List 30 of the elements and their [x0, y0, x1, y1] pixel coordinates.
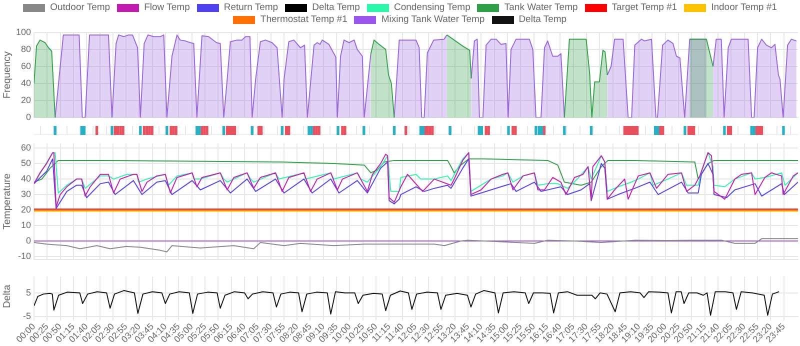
y-tick-label: -10 — [18, 250, 31, 261]
legend-label: Delta Temp — [312, 2, 360, 13]
y-tick-label: 80 — [20, 44, 31, 54]
y-tick-label: 40 — [20, 78, 31, 88]
legend-label: Outdoor Temp — [50, 2, 110, 13]
y-tick-label: -5 — [22, 310, 31, 321]
legend-label: Thermostat Temp #1 — [260, 14, 348, 25]
y-tick-label: 20 — [20, 204, 31, 215]
y-tick-label: 40 — [20, 174, 31, 184]
legend-label: Tank Water Temp — [504, 2, 578, 13]
y-tick-label: 60 — [20, 60, 31, 71]
legend-label: Mixing Tank Water Temp — [381, 14, 485, 25]
y-tick-label: 100 — [16, 26, 31, 37]
legend-label: Delta Temp — [518, 14, 567, 25]
y-tick-label: 30 — [20, 189, 31, 200]
legend-label: Condensing Temp — [394, 2, 470, 13]
y-axis-title: Temperature — [2, 172, 13, 230]
y-tick-label: 5 — [26, 287, 31, 298]
y-tick-label: 0 — [26, 235, 31, 246]
y-tick-label: 50 — [20, 158, 31, 168]
legend-label: Flow Temp — [144, 2, 190, 13]
y-tick-label: 0 — [26, 112, 31, 122]
y-tick-label: 20 — [20, 95, 31, 106]
y-axis-title: Frequency — [2, 51, 13, 99]
legend-label: Target Temp #1 — [612, 2, 678, 13]
y-tick-label: 60 — [20, 142, 31, 153]
y-tick-label: 10 — [20, 220, 31, 230]
y-axis-title: Delta — [2, 284, 13, 308]
legend-label: Indoor Temp #1 — [711, 2, 777, 13]
legend-label: Return Temp — [224, 2, 278, 13]
